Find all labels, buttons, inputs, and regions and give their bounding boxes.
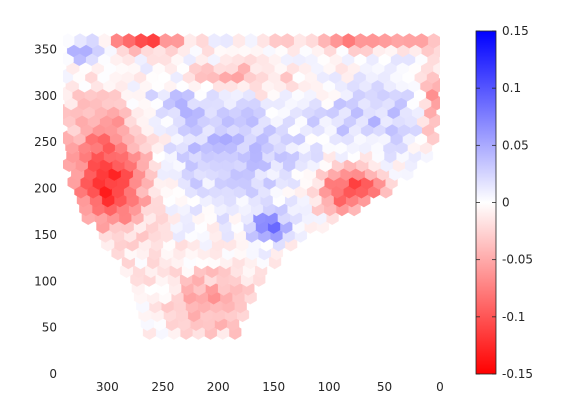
y-tick-label: 300 [34, 89, 57, 103]
y-tick-label: 200 [34, 182, 57, 196]
colorbar-tick-label: -0.15 [502, 367, 533, 381]
x-tick-label: 100 [318, 380, 341, 394]
y-tick-label: 100 [34, 274, 57, 288]
colorbar-gradient [476, 31, 496, 374]
colorbar-tick-label: -0.1 [502, 310, 525, 324]
y-tick-label: 250 [34, 135, 57, 149]
x-tick-label: 150 [262, 380, 285, 394]
colorbar-tick-label: -0.05 [502, 253, 533, 267]
hex-cell [63, 33, 75, 49]
colorbar-tick-label: 0.05 [502, 138, 529, 152]
x-tick-labels: 300 250 200 150 100 50 0 [96, 380, 444, 394]
colorbar: 0.15 0.1 0.05 0 -0.05 -0.1 -0.15 [475, 24, 533, 381]
y-tick-label: 150 [34, 228, 57, 242]
y-tick-labels: 0 50 100 150 200 250 300 350 [34, 43, 57, 381]
colorbar-tick-label: 0 [502, 196, 510, 210]
hex-cells [63, 33, 440, 340]
x-tick-label: 50 [377, 380, 392, 394]
y-tick-label: 350 [34, 43, 57, 57]
x-tick-label: 300 [96, 380, 119, 394]
y-tick-label: 50 [42, 321, 57, 335]
y-tick-label: 0 [49, 367, 57, 381]
x-tick-label: 200 [207, 380, 230, 394]
colorbar-tick-label: 0.1 [502, 81, 521, 95]
x-axis: 300 250 200 150 100 50 0 [96, 380, 444, 394]
x-tick-label: 0 [436, 380, 444, 394]
colorbar-ticks: 0.15 0.1 0.05 0 -0.05 -0.1 -0.15 [476, 24, 533, 381]
colorbar-tick-label: 0.15 [502, 24, 529, 38]
y-axis: 0 50 100 150 200 250 300 350 [34, 43, 57, 381]
x-tick-label: 250 [151, 380, 174, 394]
